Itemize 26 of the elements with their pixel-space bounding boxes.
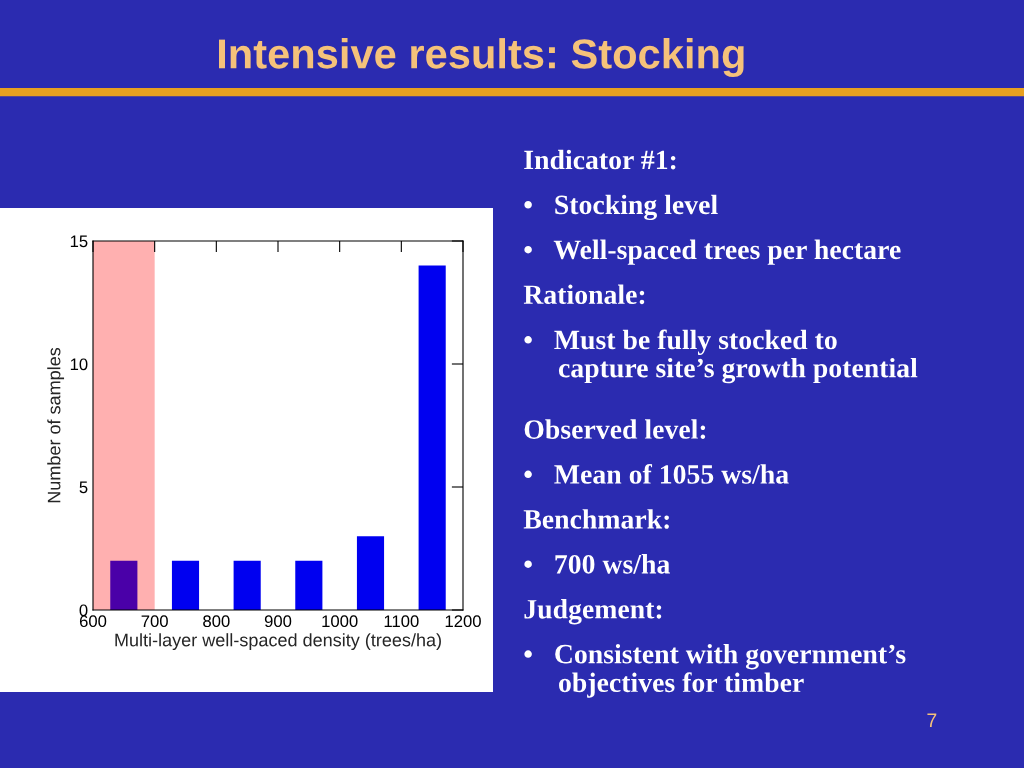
text: • Must be fully stocked to capture site’s growth potential bbox=[524, 329, 918, 384]
y-axis-title: Number of samples bbox=[47, 347, 65, 503]
text: 7 bbox=[927, 713, 937, 727]
y-tick-label: 0 bbox=[79, 604, 88, 617]
x-tick-label: 1000 bbox=[322, 615, 358, 628]
text: Observed level: bbox=[524, 419, 706, 439]
x-axis-title: Multi-layer well-spaced density (trees/ha) bbox=[115, 633, 441, 651]
text: • Well-spaced trees per hectare bbox=[524, 239, 901, 265]
chart-title: Intensive results: Stocking bbox=[218, 38, 744, 78]
y-tick-label: 15 bbox=[70, 235, 88, 248]
x-tick-label: 600 bbox=[79, 615, 107, 628]
x-tick-label: 700 bbox=[141, 615, 168, 628]
x-tick-label: 800 bbox=[203, 615, 230, 628]
y-tick-label: 10 bbox=[70, 358, 88, 371]
y-tick-label: 5 bbox=[79, 481, 88, 494]
text: Benchmark: bbox=[523, 509, 669, 529]
text: Indicator #1: bbox=[524, 149, 676, 170]
x-tick-label: 900 bbox=[264, 615, 292, 628]
text: • Consistent with government’s objectives for timber bbox=[524, 643, 906, 698]
text: Judgement: bbox=[524, 599, 662, 625]
text: Rationale: bbox=[523, 284, 645, 305]
text: • 700 ws/ha bbox=[524, 554, 670, 574]
text: • Stocking level bbox=[524, 194, 718, 221]
x-tick-label: 1200 bbox=[445, 615, 481, 628]
text: • Mean of 1055 ws/ha bbox=[524, 463, 789, 484]
x-tick-label: 1100 bbox=[384, 615, 419, 628]
